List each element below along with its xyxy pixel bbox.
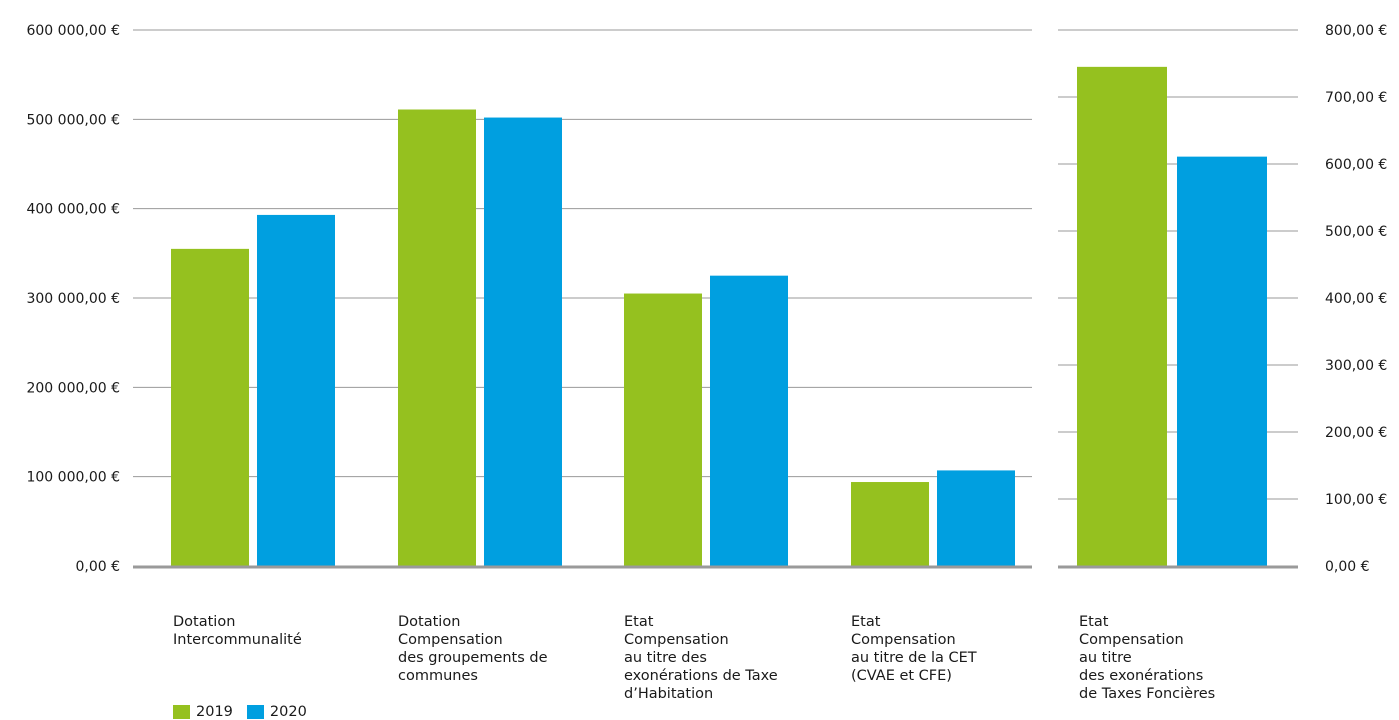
category-label-0-3: Etat Compensation au titre de la CET (CV… bbox=[851, 614, 977, 684]
bar-0-2019-2 bbox=[624, 293, 702, 566]
bar-0-2019-0 bbox=[171, 248, 249, 566]
legend-item-2020: 2020 bbox=[246, 704, 307, 720]
legend: 2019 2020 bbox=[173, 704, 321, 720]
legend-label-2020: 2020 bbox=[269, 704, 307, 720]
bar-0-2020-1 bbox=[484, 117, 562, 567]
y-tick-label-0-4: 400 000,00 € bbox=[26, 202, 120, 218]
category-label-0-2: Etat Compensation au titre des exonérati… bbox=[624, 614, 778, 702]
y-tick-label-0-6: 600 000,00 € bbox=[26, 23, 120, 39]
category-label-0-1: Dotation Compensation des groupements de… bbox=[398, 614, 548, 684]
y-tick-label-1-5: 500,00 € bbox=[1325, 224, 1387, 240]
y-tick-label-0-3: 300 000,00 € bbox=[26, 291, 120, 307]
bar-0-2019-1 bbox=[398, 109, 476, 567]
legend-swatch-2019 bbox=[173, 705, 190, 719]
y-tick-label-0-0: 0,00 € bbox=[75, 559, 120, 575]
bar-1-2019-0 bbox=[1077, 66, 1167, 566]
legend-label-2019: 2019 bbox=[196, 704, 233, 720]
y-tick-label-1-8: 800,00 € bbox=[1325, 23, 1387, 39]
y-tick-label-0-5: 500 000,00 € bbox=[26, 112, 120, 128]
y-tick-label-1-2: 200,00 € bbox=[1325, 425, 1387, 441]
y-tick-label-0-1: 100 000,00 € bbox=[26, 470, 120, 486]
bar-0-2020-3 bbox=[937, 470, 1015, 566]
legend-item-2019: 2019 bbox=[173, 704, 233, 720]
category-label-1-0: Etat Compensation au titre des exonérati… bbox=[1079, 614, 1216, 702]
bar-0-2020-2 bbox=[710, 275, 788, 566]
y-tick-label-1-4: 400,00 € bbox=[1325, 291, 1387, 307]
y-tick-label-1-3: 300,00 € bbox=[1325, 358, 1387, 374]
y-tick-label-0-2: 200 000,00 € bbox=[26, 380, 120, 396]
bar-1-2020-0 bbox=[1177, 156, 1267, 566]
y-tick-label-1-1: 100,00 € bbox=[1325, 492, 1387, 508]
category-label-0-0: Dotation Intercommunalité bbox=[173, 614, 302, 648]
legend-swatch-2020 bbox=[246, 705, 264, 719]
y-tick-label-1-7: 700,00 € bbox=[1325, 90, 1387, 106]
bar-0-2020-0 bbox=[257, 214, 335, 567]
y-tick-label-1-0: 0,00 € bbox=[1325, 559, 1370, 575]
y-tick-label-1-6: 600,00 € bbox=[1325, 157, 1387, 173]
bar-0-2019-3 bbox=[851, 482, 929, 566]
